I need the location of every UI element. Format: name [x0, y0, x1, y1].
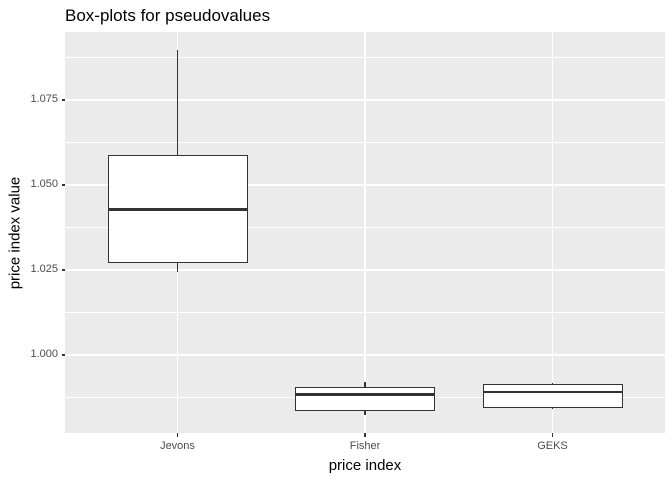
whisker-lower-jevons	[176, 263, 179, 272]
whisker-lower-fisher	[364, 410, 366, 415]
y-tick-label: 1.000	[30, 348, 58, 361]
whisker-lower-geks	[551, 408, 554, 410]
y-tick-mark	[61, 354, 65, 356]
x-tick-mark	[364, 433, 366, 437]
x-tick-mark	[551, 433, 554, 437]
y-tick-mark	[61, 99, 65, 101]
gridline-major-vertical	[364, 32, 366, 433]
x-axis-title: price index	[328, 457, 402, 474]
median-line-jevons	[107, 208, 248, 211]
y-tick-label: 1.025	[30, 263, 58, 276]
x-tick-label: GEKS	[537, 440, 568, 452]
boxplot-box-geks	[482, 384, 623, 409]
whisker-upper-jevons	[176, 50, 179, 155]
chart-title: Box-plots for pseudovalues	[65, 6, 271, 25]
x-tick-label: Fisher	[349, 440, 381, 452]
y-tick-label: 1.075	[30, 93, 58, 106]
y-tick-mark	[61, 184, 65, 186]
whisker-upper-fisher	[364, 381, 366, 387]
y-tick-mark	[61, 269, 65, 271]
median-line-fisher	[295, 393, 435, 396]
gridline-major-vertical	[551, 32, 554, 433]
median-line-geks	[482, 390, 623, 394]
boxplot-box-fisher	[295, 386, 435, 411]
y-tick-label: 1.050	[30, 178, 58, 191]
x-tick-label: Jevons	[160, 440, 195, 452]
whisker-upper-geks	[551, 382, 554, 385]
x-tick-mark	[176, 433, 179, 437]
